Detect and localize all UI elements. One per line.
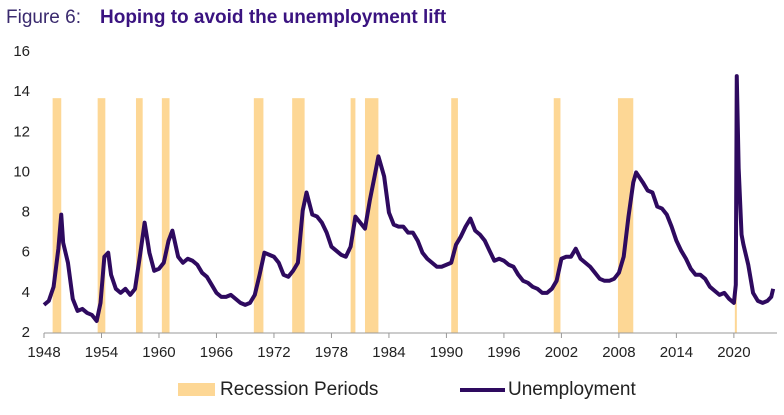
recession-band [52, 98, 62, 334]
legend-swatch [178, 383, 215, 396]
y-tick-label: 12 [13, 123, 30, 140]
x-tick-label: 1954 [85, 344, 118, 361]
x-tick-label: 2008 [602, 344, 635, 361]
recession-band [617, 98, 634, 334]
title-prefix: Figure 6: [6, 7, 81, 28]
x-tick-label: 1990 [430, 344, 463, 361]
y-tick-label: 10 [13, 163, 30, 180]
x-tick-label: 1984 [372, 344, 405, 361]
x-tick-label: 1966 [200, 344, 233, 361]
legend-label: Recession Periods [220, 379, 378, 400]
recession-band [292, 98, 305, 334]
recession-band [253, 98, 264, 334]
recession-band [97, 98, 106, 334]
x-tick-label: 1972 [257, 344, 290, 361]
y-tick-label: 8 [22, 204, 30, 221]
recession-band [364, 98, 379, 334]
line-series [42, 74, 776, 323]
recession-band [161, 98, 170, 334]
x-tick-label: 1978 [315, 344, 348, 361]
y-tick-label: 4 [22, 284, 30, 301]
y-tick-label: 14 [13, 83, 30, 100]
chart-title: Hoping to avoid the unemployment lift [100, 7, 447, 28]
x-tick-label: 2020 [717, 344, 750, 361]
recession-band [350, 98, 356, 334]
x-tick-label: 1948 [27, 344, 60, 361]
x-tick-label: 2002 [545, 344, 578, 361]
recession-band [135, 98, 143, 334]
y-tick-label: 6 [22, 244, 30, 261]
recession-band [553, 98, 561, 334]
y-tick-label: 2 [22, 324, 30, 341]
x-tick-label: 1960 [142, 344, 175, 361]
legend-label: Unemployment [508, 379, 636, 400]
y-tick-label: 16 [13, 43, 30, 60]
recession-band [451, 98, 458, 334]
x-tick-label: 2014 [660, 344, 693, 361]
x-tick-label: 1996 [487, 344, 520, 361]
